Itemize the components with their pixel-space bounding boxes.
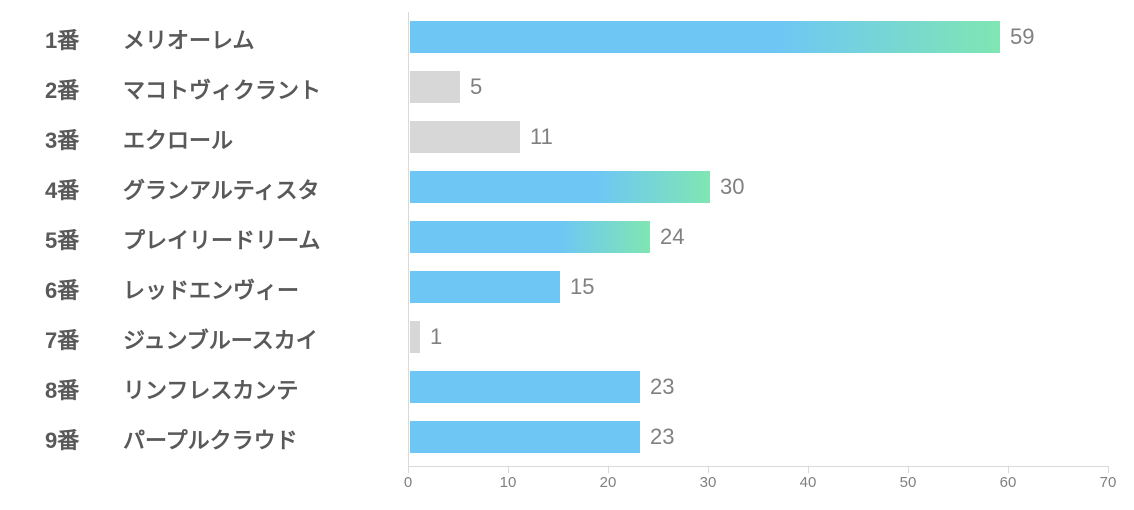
bar-value-label: 30 — [720, 174, 744, 200]
row-label: 2番マコトヴィクラント — [45, 73, 321, 105]
x-tick — [608, 466, 609, 473]
x-tick — [808, 466, 809, 473]
row-name: メリオーレム — [123, 23, 255, 55]
row-number: 5番 — [45, 223, 105, 255]
x-tick — [1008, 466, 1009, 473]
x-tick-label: 0 — [404, 474, 412, 491]
x-tick-label: 10 — [500, 474, 517, 491]
x-tick — [508, 466, 509, 473]
row-name: マコトヴィクラント — [123, 73, 321, 105]
row-number: 9番 — [45, 423, 105, 455]
bar-value-label: 24 — [660, 224, 684, 250]
plot-area: 5951130241512323 010203040506070 — [408, 12, 1108, 472]
row-number: 3番 — [45, 123, 105, 155]
x-tick — [408, 466, 409, 473]
row-label: 6番レッドエンヴィー — [45, 273, 299, 305]
row-label: 3番エクロール — [45, 123, 233, 155]
bar-value-label: 11 — [530, 124, 553, 150]
row-label: 9番パープルクラウド — [45, 423, 298, 455]
bar-value-label: 5 — [470, 74, 482, 100]
row-name: エクロール — [123, 123, 233, 155]
x-tick-label: 30 — [700, 474, 717, 491]
x-axis-line — [408, 466, 1108, 467]
x-tick-label: 20 — [600, 474, 617, 491]
bar-value-label: 15 — [570, 274, 594, 300]
bar — [410, 171, 710, 203]
bar — [410, 271, 560, 303]
row-name: ジュンブルースカイ — [123, 323, 318, 355]
bar — [410, 221, 650, 253]
x-tick — [1108, 466, 1109, 473]
row-name: グランアルティスタ — [123, 173, 319, 205]
row-name: プレイリードリーム — [123, 223, 320, 255]
bar-value-label: 1 — [430, 324, 442, 350]
bar-value-label: 59 — [1010, 24, 1034, 50]
x-tick-label: 70 — [1100, 474, 1117, 491]
row-number: 1番 — [45, 23, 105, 55]
bar — [410, 71, 460, 103]
x-tick-label: 40 — [800, 474, 817, 491]
row-number: 6番 — [45, 273, 105, 305]
bar-value-label: 23 — [650, 374, 674, 400]
bar — [410, 321, 420, 353]
row-name: リンフレスカンテ — [123, 373, 298, 405]
x-tick-label: 50 — [900, 474, 917, 491]
row-number: 4番 — [45, 173, 105, 205]
x-tick — [908, 466, 909, 473]
x-tick — [708, 466, 709, 473]
row-number: 2番 — [45, 73, 105, 105]
row-name: パープルクラウド — [123, 423, 298, 455]
row-label: 5番プレイリードリーム — [45, 223, 320, 255]
row-number: 7番 — [45, 323, 105, 355]
bar — [410, 21, 1000, 53]
row-label: 7番ジュンブルースカイ — [45, 323, 318, 355]
bar-value-label: 23 — [650, 424, 674, 450]
bar — [410, 421, 640, 453]
horizontal-bar-chart: 1番メリオーレム 2番マコトヴィクラント 3番エクロール 4番グランアルティスタ 5番プ… — [0, 0, 1134, 510]
bar — [410, 121, 520, 153]
row-name: レッドエンヴィー — [123, 273, 299, 305]
row-label: 4番グランアルティスタ — [45, 173, 319, 205]
bar — [410, 371, 640, 403]
row-label: 8番リンフレスカンテ — [45, 373, 298, 405]
x-tick-label: 60 — [1000, 474, 1017, 491]
row-label: 1番メリオーレム — [45, 23, 255, 55]
y-axis-line — [408, 12, 409, 466]
row-number: 8番 — [45, 373, 105, 405]
